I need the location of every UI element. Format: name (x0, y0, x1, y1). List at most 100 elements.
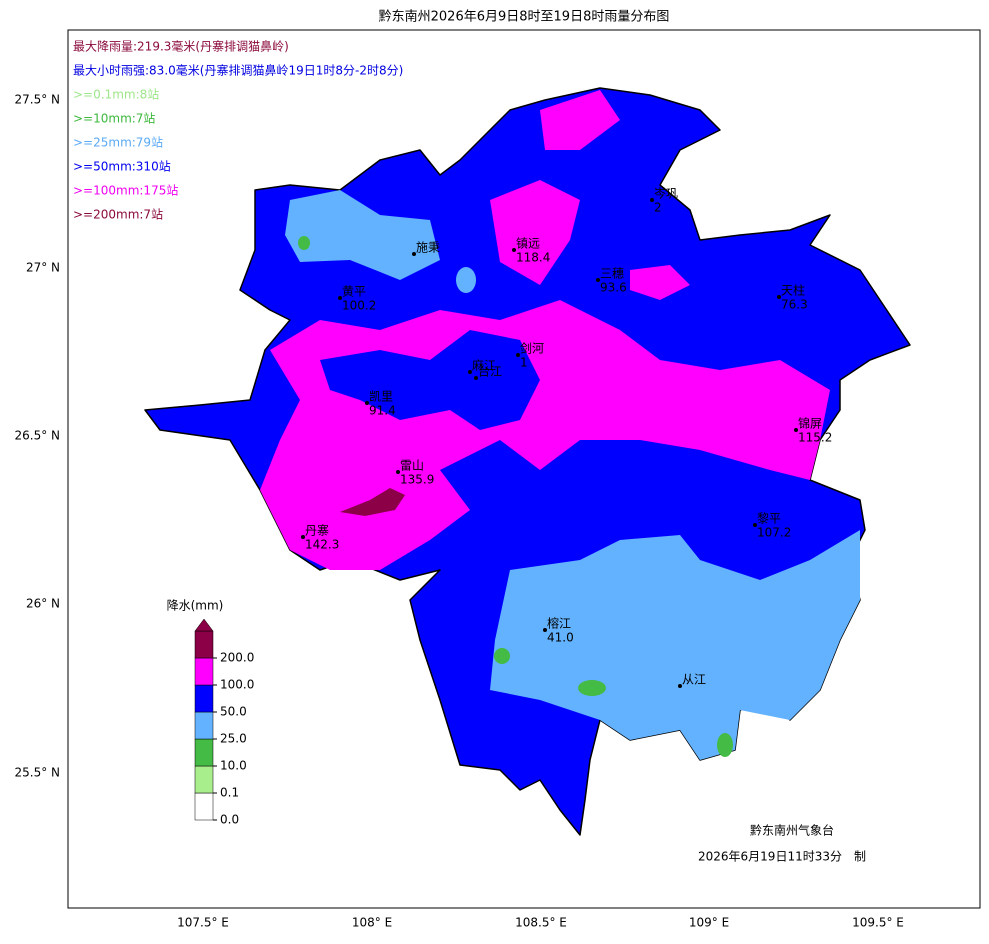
station-dot (474, 376, 478, 380)
x-tick-label: 107.5° E (177, 916, 229, 930)
x-tick-label: 109.5° E (852, 916, 904, 930)
stat-line: 最大小时雨强:83.0毫米(丹寨排调猫鼻岭19日1时8分-2时8分) (73, 63, 403, 78)
y-tick-label: 27° N (26, 261, 60, 275)
legend-label: 25.0 (220, 732, 247, 746)
y-tick-label: 26.5° N (14, 429, 60, 443)
legend-swatch (194, 657, 214, 686)
stats-layer: 最大降雨量:219.3毫米(丹寨排调猫鼻岭) 最大小时雨强:83.0毫米(丹寨排调… (73, 39, 403, 222)
legend-label: 0.0 (220, 813, 239, 827)
station-dot (301, 535, 305, 539)
station-value: 76.3 (781, 298, 808, 312)
x-tick-label: 108° E (352, 916, 392, 930)
station-dot (512, 248, 516, 252)
station-name: 黄平 (342, 285, 366, 299)
station-name: 雷山 (400, 459, 424, 473)
region-green (298, 236, 310, 250)
station-name: 麻江 (472, 358, 496, 373)
station-value: 135.9 (400, 473, 434, 487)
legend-swatch (194, 792, 214, 821)
y-tick-label: 25.5° N (14, 766, 60, 780)
station-name: 剑河 (520, 341, 544, 356)
station-dot (516, 353, 520, 357)
y-tick-label: 27.5° N (14, 93, 60, 107)
legend-label: 100.0 (220, 678, 254, 692)
station-name: 从江 (682, 673, 706, 687)
station-dot (753, 523, 757, 527)
legend-title: 降水(mm) (167, 599, 224, 613)
region-magenta (630, 265, 690, 300)
map-title: 黔东南州2026年6月9日8时至19日8时雨量分布图 (379, 9, 670, 25)
station-name: 岑巩 (654, 187, 678, 201)
legend-label: 10.0 (220, 759, 247, 773)
region-lightblue (285, 190, 440, 280)
station-dot (338, 296, 342, 300)
axis-labels: 107.5° E 108° E 108.5° E 109° E 109.5° E 27.5… (14, 93, 903, 930)
rain-map (144, 87, 911, 836)
legend-arrow (194, 618, 214, 632)
station-value: 41.0 (547, 631, 574, 645)
station-value: 1 (520, 356, 528, 370)
stat-line: >=200mm:7站 (73, 208, 163, 222)
legend-swatch (194, 765, 214, 794)
station-value: 115.2 (798, 431, 832, 445)
station-dot (650, 198, 654, 202)
legend: 降水(mm) 0.0 0.1 10.0 25.0 50.0 100.0 200.0 (167, 599, 255, 827)
station-dot (596, 278, 600, 282)
station-name: 三穗 (600, 267, 624, 281)
station-name: 黎平 (757, 512, 781, 526)
station-name: 镇远 (516, 237, 540, 251)
station-value: 91.4 (369, 404, 396, 418)
station-value: 2 (654, 201, 662, 215)
station-name: 榕江 (547, 616, 571, 631)
region-magenta (490, 180, 580, 285)
stat-line: >=25mm:79站 (73, 136, 163, 150)
station-name: 丹寨 (305, 523, 329, 538)
station-name: 施秉 (416, 241, 440, 255)
region-green (578, 680, 606, 696)
station-name: 台江 (478, 364, 502, 379)
region-magenta (540, 90, 620, 150)
station-dot (365, 401, 369, 405)
station-value: 100.2 (342, 299, 376, 313)
station-value: 118.4 (516, 251, 550, 265)
legend-swatch (194, 738, 214, 767)
station-dot (794, 428, 798, 432)
station-dot (468, 370, 472, 374)
x-tick-label: 109° E (689, 916, 729, 930)
legend-swatch (194, 630, 214, 659)
region-lightblue (514, 568, 546, 612)
legend-label: 0.1 (220, 786, 239, 800)
region-lightblue (490, 530, 860, 760)
region-lightblue (456, 267, 476, 293)
station-name: 天柱 (781, 283, 805, 298)
station-name: 凯里 (369, 390, 393, 404)
stat-line: >=10mm:7站 (73, 112, 155, 126)
region-green (717, 733, 733, 757)
time-label: 2026年6月19日11时33分 制 (698, 850, 866, 864)
station-dot (396, 470, 400, 474)
station-dot (678, 684, 682, 688)
stat-line: >=0.1mm:8站 (73, 88, 159, 102)
legend-swatch (194, 684, 214, 713)
station-value: 107.2 (757, 526, 791, 540)
station-value: 142.3 (305, 538, 339, 552)
stat-line: >=100mm:175站 (73, 184, 178, 198)
legend-label: 200.0 (220, 651, 254, 665)
region-darkred (340, 488, 405, 516)
legend-swatch (194, 711, 214, 740)
agency-label: 黔东南州气象台 (750, 823, 834, 838)
y-tick-label: 26° N (26, 597, 60, 611)
x-tick-label: 108.5° E (515, 916, 567, 930)
station-dot (777, 295, 781, 299)
region-blue (320, 330, 540, 430)
stat-line: 最大降雨量:219.3毫米(丹寨排调猫鼻岭) (73, 39, 289, 54)
station-dot (412, 252, 416, 256)
region-green (494, 648, 510, 664)
station-dot (543, 628, 547, 632)
stat-line: >=50mm:310站 (73, 160, 171, 174)
station-value: 93.6 (600, 281, 627, 295)
station-name: 锦屏 (798, 417, 822, 431)
legend-label: 50.0 (220, 705, 247, 719)
